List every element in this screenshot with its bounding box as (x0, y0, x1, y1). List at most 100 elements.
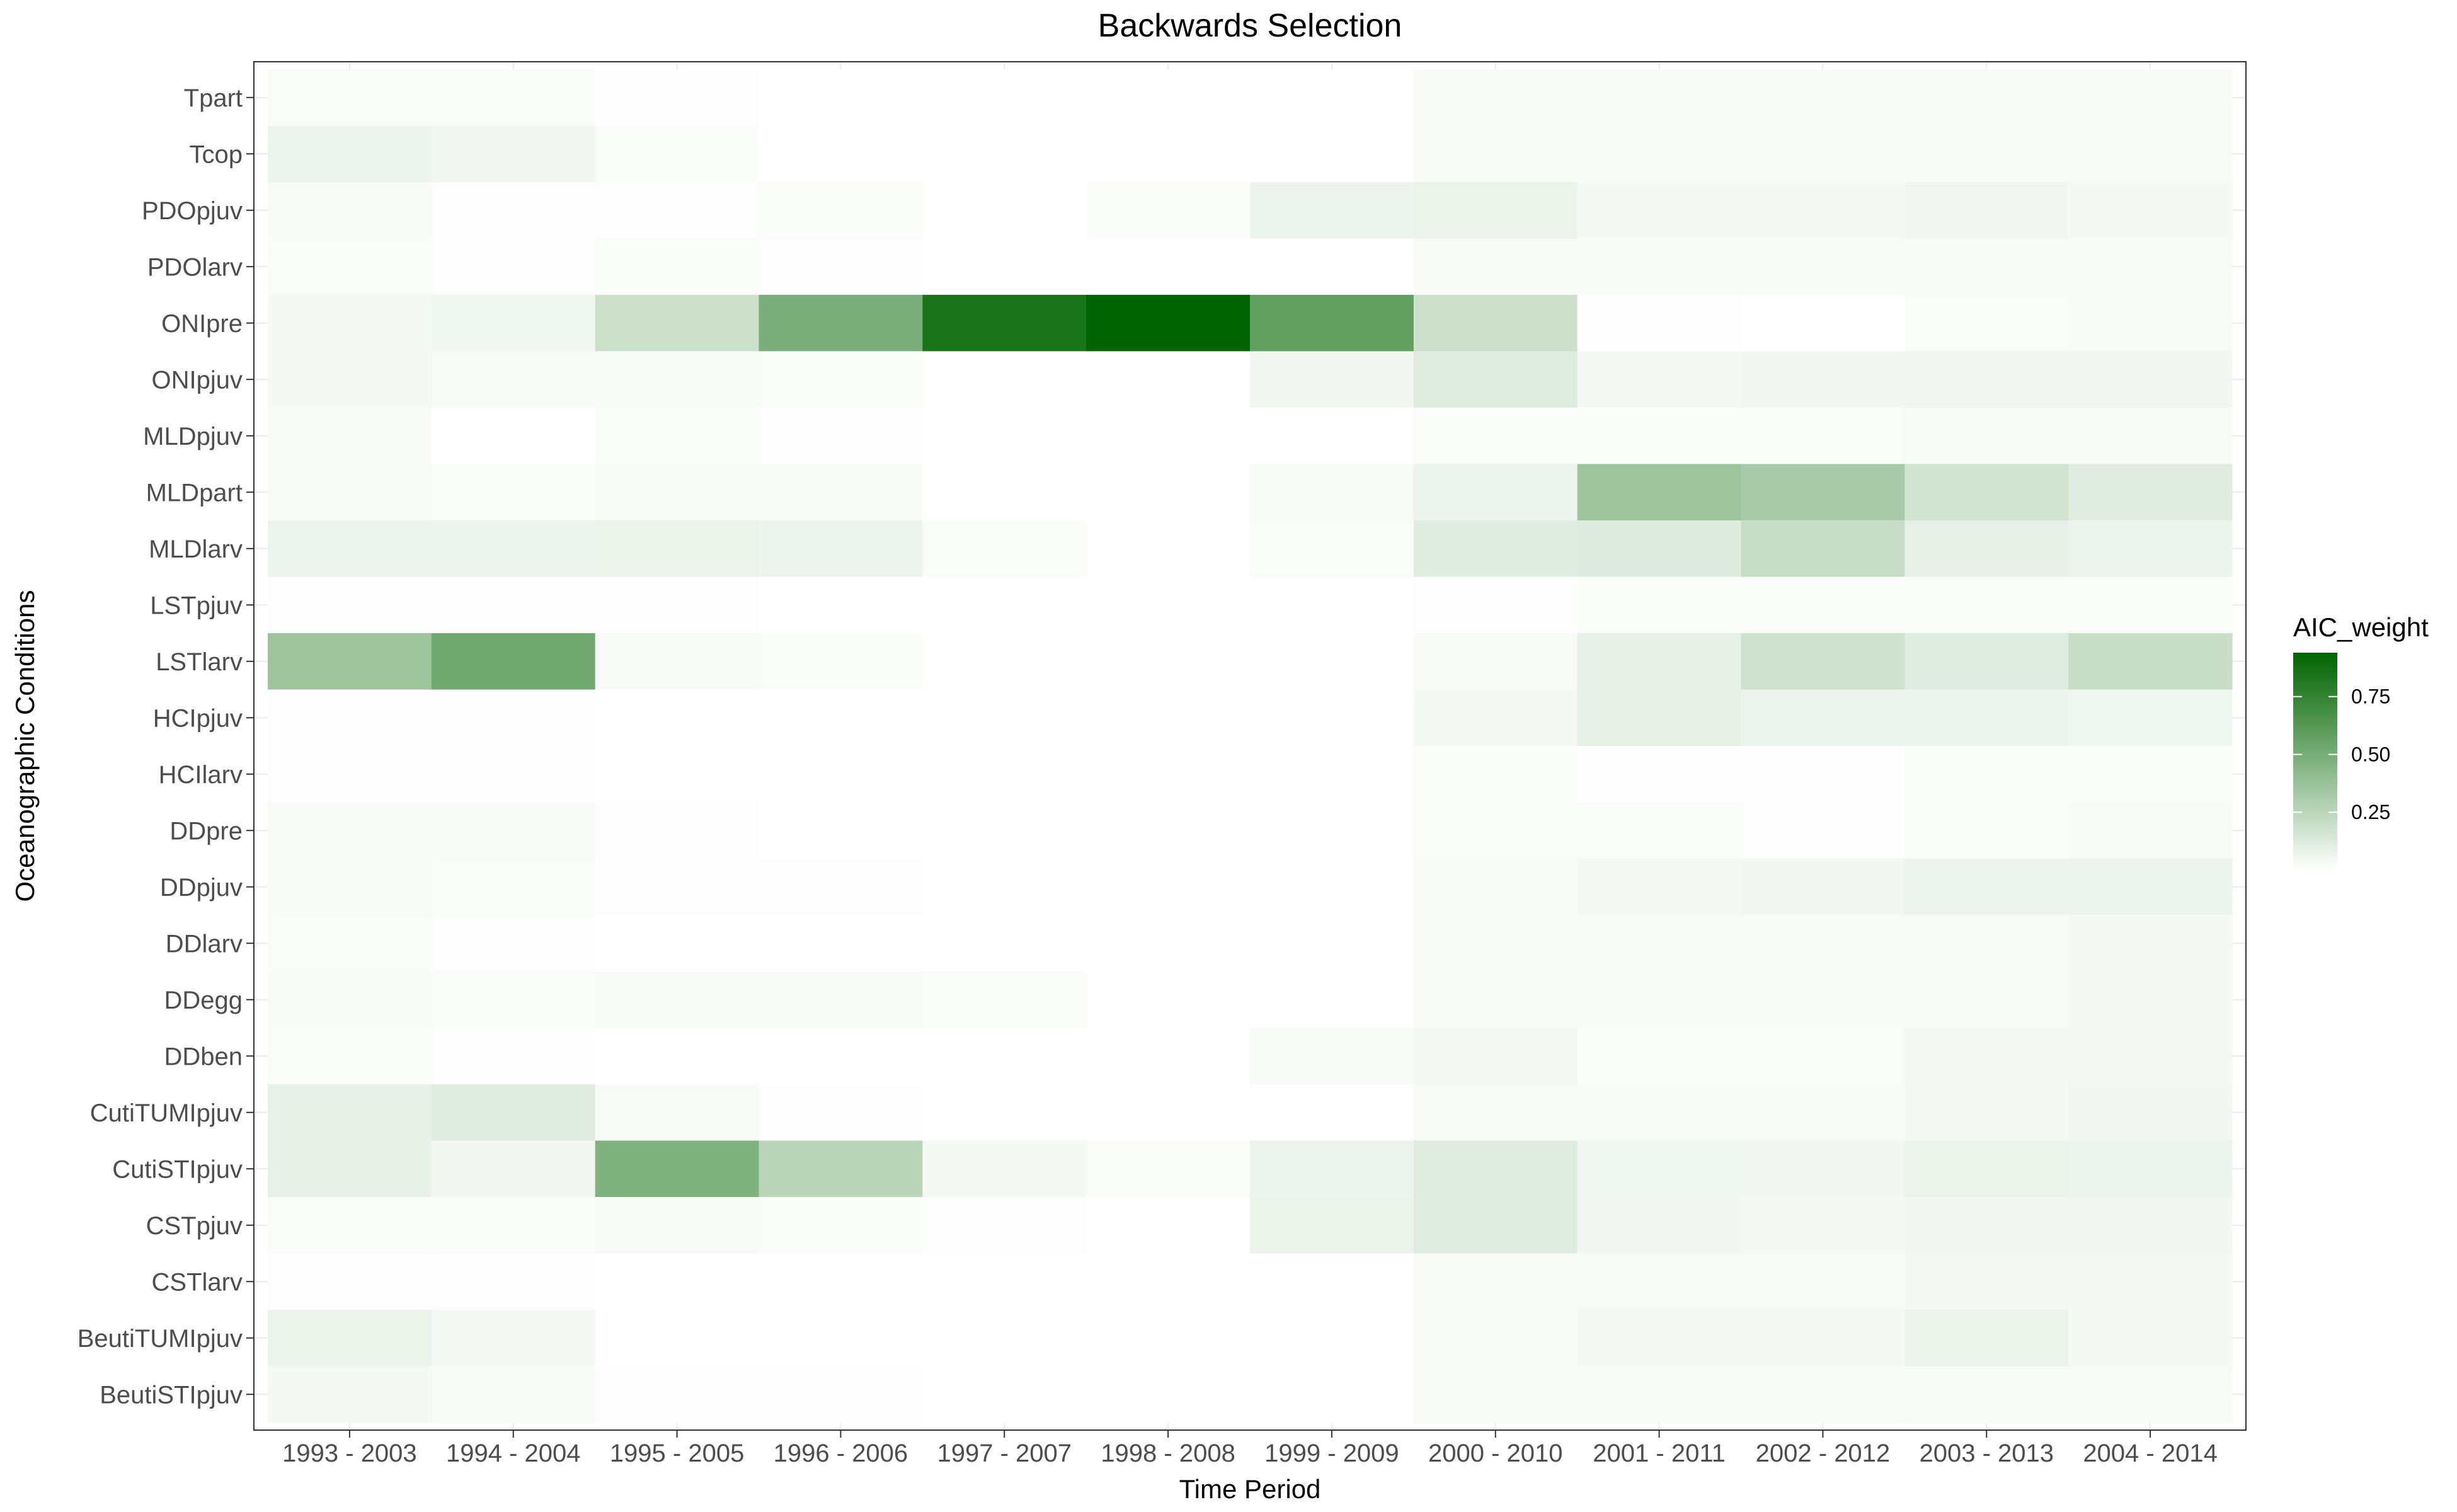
heatmap-cell (759, 859, 923, 916)
heatmap-cell (1250, 520, 1414, 578)
heatmap-cell (431, 1310, 596, 1367)
heatmap-cell (431, 802, 596, 859)
heatmap-cell (268, 464, 432, 521)
heatmap-cell (1413, 295, 1578, 352)
heatmap-cell (431, 746, 596, 803)
heatmap-cell (268, 125, 432, 183)
heatmap-cell (1904, 1253, 2069, 1310)
heatmap-cell (1086, 295, 1251, 352)
heatmap-cell (1904, 633, 2069, 690)
y-tick-label: CutiSTIpjuv (112, 1155, 243, 1183)
y-tick-label: CSTpjuv (146, 1212, 243, 1240)
heatmap-cell (2068, 689, 2233, 747)
y-tick-label: MLDpart (146, 479, 243, 507)
heatmap-cell (2068, 802, 2233, 859)
heatmap-cell (759, 295, 923, 352)
heatmap-cell (922, 971, 1087, 1029)
heatmap-cell (431, 971, 596, 1029)
heatmap-cell (2068, 1140, 2233, 1198)
heatmap-cell (1250, 125, 1414, 183)
heatmap-cell (2068, 1253, 2233, 1310)
heatmap-cell (1741, 802, 1905, 859)
heatmap-cell (595, 408, 760, 465)
x-tick-label: 1995 - 2005 (610, 1440, 745, 1467)
heatmap-cell (2068, 1310, 2233, 1367)
heatmap-cell (922, 182, 1087, 239)
heatmap-cell (1250, 689, 1414, 747)
heatmap-cell (759, 520, 923, 578)
heatmap-cell (1904, 802, 2069, 859)
heatmap-cell (1250, 1310, 1414, 1367)
heatmap-cell (759, 576, 923, 634)
y-axis: Tpart Tcop PDOpjuv PDOlarv ONIpre ONIpjuv MLDp… (77, 84, 254, 1409)
heatmap-cell (759, 1310, 923, 1367)
y-tick-label: ONIpjuv (152, 366, 243, 394)
x-tick-label: 2002 - 2012 (1756, 1440, 1891, 1467)
heatmap-cell (2068, 1366, 2233, 1423)
heatmap-cell (1413, 351, 1578, 408)
heatmap-cell (268, 238, 432, 295)
heatmap-cell (595, 1310, 760, 1367)
x-tick-label: 2003 - 2013 (1919, 1440, 2054, 1467)
heatmap-cell (1086, 1084, 1251, 1142)
heatmap-cell (268, 859, 432, 916)
heatmap-cell (2068, 351, 2233, 408)
heatmap-cell (1741, 1310, 1905, 1367)
heatmap-cell (1086, 1310, 1251, 1367)
heatmap-cell (2068, 1084, 2233, 1142)
heatmap-cell (1250, 971, 1414, 1029)
heatmap-cell (595, 1253, 760, 1310)
heatmap-cell (759, 689, 923, 747)
heatmap-cell (595, 520, 760, 578)
heatmap-cell (1577, 295, 1742, 352)
heatmap-cell (1250, 746, 1414, 803)
heatmap-cell (1577, 520, 1742, 578)
heatmap-cell (759, 802, 923, 859)
heatmap-cell (595, 576, 760, 634)
heatmap-cell (759, 1366, 923, 1423)
heatmap-cell (1741, 1366, 1905, 1423)
heatmap-cell (1577, 238, 1742, 295)
heatmap-cell (922, 915, 1087, 972)
heatmap-cell (759, 1084, 923, 1142)
heatmap-cell (1577, 1253, 1742, 1310)
heatmap-cell (2068, 971, 2233, 1029)
legend-tick-label: 0.25 (2351, 801, 2390, 823)
heatmap-cell (268, 971, 432, 1029)
y-tick-label: MLDpjuv (143, 423, 243, 450)
heatmap-cell (1413, 915, 1578, 972)
heatmap-cell (595, 971, 760, 1029)
heatmap-cell (2068, 464, 2233, 521)
heatmap-cell (1250, 351, 1414, 408)
heatmap-cell (595, 238, 760, 295)
heatmap-cell (1904, 295, 2069, 352)
heatmap-cell (1741, 746, 1905, 803)
heatmap-cell (268, 408, 432, 465)
heatmap-cell (922, 802, 1087, 859)
heatmap-cell (431, 1140, 596, 1198)
heatmap-cell (431, 1028, 596, 1085)
heatmap-cell (922, 1310, 1087, 1367)
heatmap-cell (595, 351, 760, 408)
heatmap-cell (595, 182, 760, 239)
y-tick-label: BeutiTUMIpjuv (77, 1325, 243, 1353)
heatmap-cell (759, 1253, 923, 1310)
heatmap-cell (268, 295, 432, 352)
heatmap-cell (2068, 238, 2233, 295)
heatmap-cell (431, 859, 596, 916)
heatmap-cell (1250, 633, 1414, 690)
heatmap-cell (431, 182, 596, 239)
heatmap-cell (1577, 1140, 1742, 1198)
heatmap-cell (1250, 1028, 1414, 1085)
heatmap-cell (1413, 1084, 1578, 1142)
heatmap-cell (922, 689, 1087, 747)
heatmap-cell (1086, 746, 1251, 803)
heatmap-cell (759, 1028, 923, 1085)
heatmap-cell (922, 125, 1087, 183)
y-axis-title: Oceanographic Conditions (10, 590, 40, 902)
y-tick-label: HCIpjuv (153, 704, 243, 732)
heatmap-cell (1086, 1140, 1251, 1198)
heatmap-cell (431, 408, 596, 465)
x-tick-label: 1998 - 2008 (1101, 1440, 1235, 1467)
y-tick-label: LSTlarv (156, 648, 243, 676)
